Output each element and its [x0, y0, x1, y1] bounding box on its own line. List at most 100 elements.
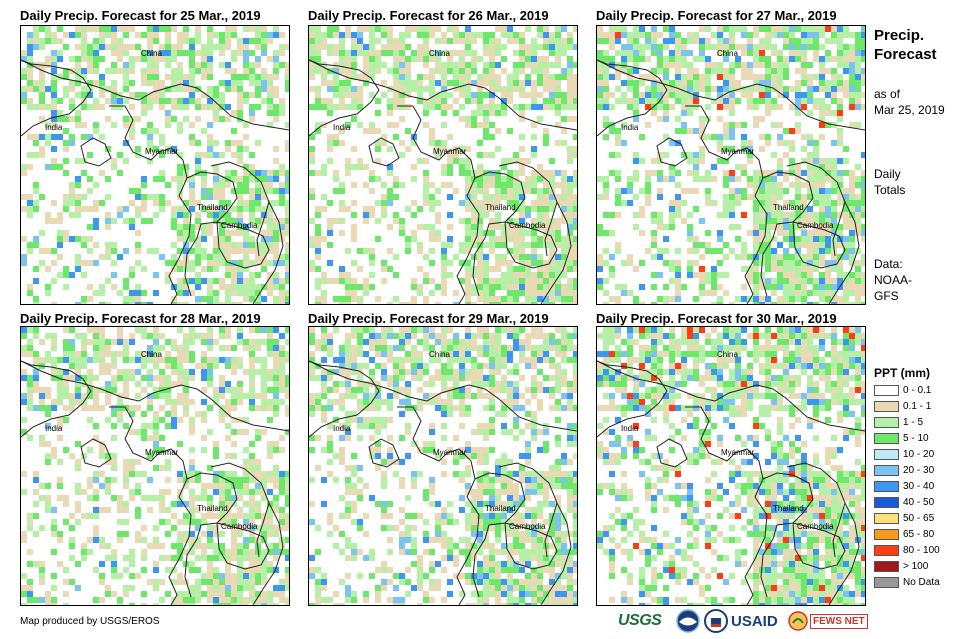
precip-cell	[249, 351, 255, 357]
precip-cell	[717, 236, 723, 242]
precip-cell	[543, 375, 549, 381]
precip-cell	[75, 351, 81, 357]
precip-cell	[195, 411, 201, 417]
precip-cell	[105, 224, 111, 230]
precip-cell	[63, 86, 69, 92]
precip-cell	[573, 86, 577, 92]
precip-cell	[171, 345, 177, 351]
precip-cell	[465, 80, 471, 86]
precip-cell	[723, 212, 729, 218]
precip-cell	[255, 501, 261, 507]
precip-cell	[429, 26, 435, 32]
precip-cell	[165, 351, 171, 357]
precip-cell	[495, 224, 501, 230]
precip-cell	[459, 56, 465, 62]
precip-cell	[417, 369, 423, 375]
precip-cell	[207, 254, 213, 260]
precip-cell	[741, 254, 747, 260]
precip-cell	[561, 188, 567, 194]
precip-cell	[639, 80, 645, 86]
precip-cell	[189, 567, 195, 573]
precip-cell	[87, 339, 93, 345]
precip-cell	[861, 38, 865, 44]
precip-cell	[231, 266, 237, 272]
precip-cell	[573, 248, 577, 254]
precip-cell	[735, 194, 741, 200]
precip-cell	[39, 86, 45, 92]
precip-cell	[51, 399, 57, 405]
precip-cell	[255, 74, 261, 80]
precip-cell	[93, 495, 99, 501]
precip-cell	[423, 333, 429, 339]
precip-cell	[279, 477, 285, 483]
precip-cell	[807, 254, 813, 260]
precip-cell	[213, 302, 219, 304]
precip-cell	[171, 513, 177, 519]
precip-cell	[561, 176, 567, 182]
precip-cell	[321, 74, 327, 80]
precip-cell	[825, 218, 831, 224]
precip-cell	[129, 495, 135, 501]
precip-cell	[153, 194, 159, 200]
precip-cell	[333, 369, 339, 375]
precip-cell	[417, 284, 423, 290]
precip-cell	[375, 296, 381, 302]
precip-cell	[213, 278, 219, 284]
precip-cell	[861, 26, 865, 32]
precip-cell	[63, 339, 69, 345]
precip-cell	[513, 230, 519, 236]
precip-cell	[537, 56, 543, 62]
precip-cell	[267, 170, 273, 176]
precip-cell	[243, 26, 249, 32]
precip-cell	[261, 489, 267, 495]
precip-cell	[453, 302, 459, 304]
precip-cell	[555, 170, 561, 176]
precip-cell	[825, 26, 831, 32]
precip-cell	[69, 525, 75, 531]
precip-cell	[711, 32, 717, 38]
precip-cell	[573, 182, 577, 188]
precip-cell	[729, 86, 735, 92]
precip-cell	[555, 32, 561, 38]
precip-cell	[153, 339, 159, 345]
precip-cell	[87, 417, 93, 423]
precip-cell	[681, 56, 687, 62]
precip-cell	[423, 86, 429, 92]
precip-cell	[345, 32, 351, 38]
precip-cell	[75, 56, 81, 62]
precip-cell	[735, 44, 741, 50]
precip-cell	[45, 501, 51, 507]
precip-cell	[549, 104, 555, 110]
precip-cell	[771, 188, 777, 194]
precip-cell	[459, 32, 465, 38]
precip-cell	[699, 272, 705, 278]
precip-cell	[279, 585, 285, 591]
precip-cell	[663, 116, 669, 122]
precip-cell	[87, 92, 93, 98]
precip-cell	[177, 152, 183, 158]
precip-cell	[759, 272, 765, 278]
precip-cell	[729, 194, 735, 200]
precip-cell	[711, 266, 717, 272]
precip-cell	[561, 236, 567, 242]
precip-cell	[357, 158, 363, 164]
precip-cell	[801, 104, 807, 110]
precip-cell	[741, 26, 747, 32]
precip-cell	[825, 200, 831, 206]
precip-cell	[189, 260, 195, 266]
precip-cell	[693, 98, 699, 104]
precip-cell	[51, 248, 57, 254]
precip-cell	[309, 333, 315, 339]
precip-cell	[201, 224, 207, 230]
precip-cell	[207, 122, 213, 128]
precip-cell	[627, 68, 633, 74]
precip-cell	[789, 224, 795, 230]
precip-cell	[393, 296, 399, 302]
precip-cell	[531, 357, 537, 363]
precip-cell	[429, 128, 435, 134]
precip-cell	[849, 62, 855, 68]
precip-cell	[339, 92, 345, 98]
precip-cell	[27, 513, 33, 519]
precip-cell	[237, 567, 243, 573]
precip-cell	[447, 170, 453, 176]
